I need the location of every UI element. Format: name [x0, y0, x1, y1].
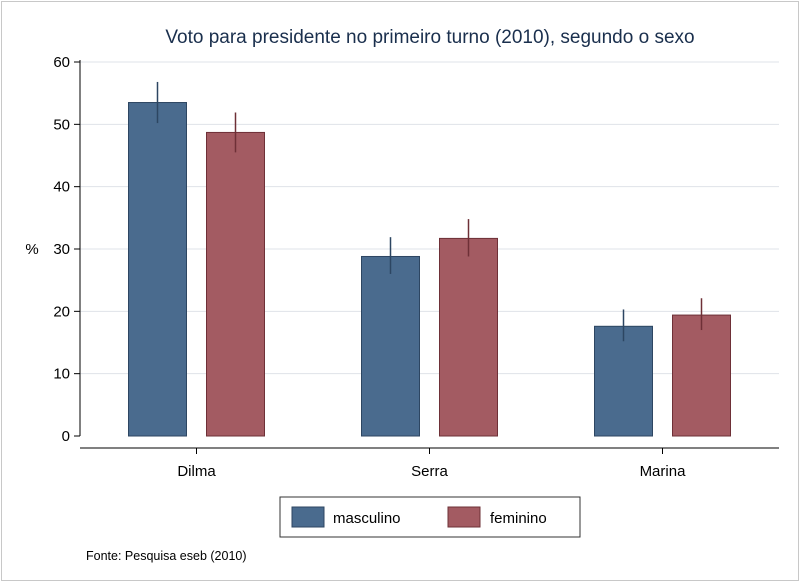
x-category-label: Serra [411, 463, 448, 480]
gridlines [80, 61, 779, 375]
y-tick-label: 20 [53, 303, 70, 320]
legend-label-masculino: masculino [333, 510, 401, 527]
bar-masculino-dilma [128, 102, 187, 437]
bar-masculino-serra [361, 255, 420, 437]
x-category-label: Marina [640, 463, 687, 480]
chart-title: Voto para presidente no primeiro turno (… [165, 27, 694, 48]
bar-feminino-dilma [206, 131, 265, 437]
y-axis-ticks: 0 10 20 30 40 50 60 [53, 54, 80, 445]
bar-feminino-serra [439, 237, 498, 437]
legend-box [279, 496, 581, 538]
source-note: Fonte: Pesquisa eseb (2010) [86, 549, 247, 563]
y-tick-label: 30 [53, 241, 70, 258]
y-tick-label: 0 [62, 428, 70, 445]
x-axis-categories: Dilma Serra Marina [177, 448, 686, 480]
y-tick-label: 10 [53, 366, 70, 383]
legend-label-feminino: feminino [490, 510, 547, 527]
y-axis-label: % [25, 241, 38, 258]
bar-masculino-marina [594, 325, 653, 437]
legend-swatch-feminino [447, 506, 481, 528]
bar-series [128, 81, 731, 437]
y-tick-label: 40 [53, 179, 70, 196]
x-category-label: Dilma [177, 463, 216, 480]
legend-swatch-masculino [291, 506, 325, 528]
y-tick-label: 50 [53, 116, 70, 133]
y-tick-label: 60 [53, 54, 70, 71]
bar-feminino-marina [672, 314, 731, 437]
legend: masculino feminino [279, 496, 581, 538]
